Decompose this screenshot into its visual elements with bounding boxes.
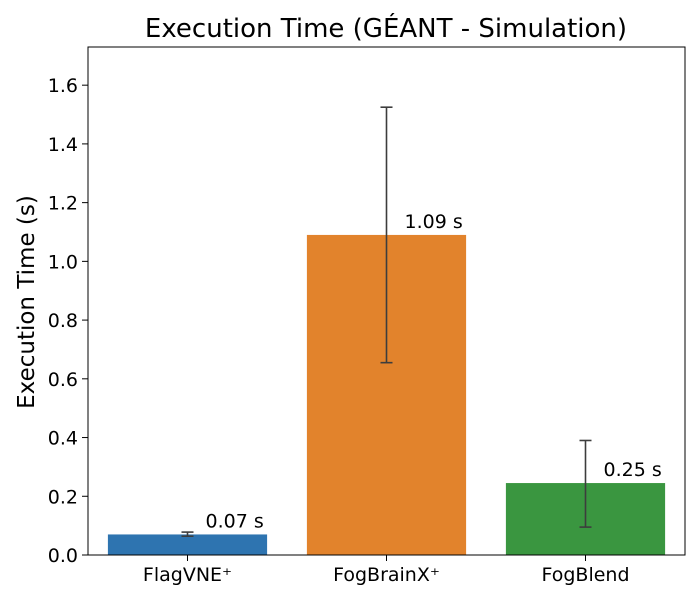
y-tick-label-8: 1.6 (48, 75, 78, 97)
y-tick-label-5: 1.0 (48, 251, 78, 273)
data-label-0: 0.07 s (206, 510, 264, 532)
y-tick-label-1: 0.2 (48, 486, 78, 508)
data-label-2: 0.25 s (604, 459, 662, 481)
y-tick-label-4: 0.8 (48, 310, 78, 332)
y-tick-label-6: 1.2 (48, 193, 78, 215)
data-label-1: 1.09 s (405, 211, 463, 233)
y-tick-label-7: 1.4 (48, 134, 78, 156)
x-tick-label-0: FlagVNE⁺ (143, 564, 232, 586)
y-tick-label-3: 0.6 (48, 369, 78, 391)
plot-frame (87, 46, 686, 556)
y-axis-label: Execution Time (s) (14, 195, 40, 409)
bar-0 (107, 534, 268, 555)
plot-area: 0.07 s FlagVNE⁺ 1.09 s FogBrainX⁺ 0.25 s FogB… (48, 46, 686, 586)
chart-title: Execution Time (GÉANT - Simulation) (145, 12, 627, 44)
x-tick-label-2: FogBlend (541, 564, 629, 586)
x-tick-label-1: FogBrainX⁺ (333, 564, 440, 586)
y-tick-label-2: 0.4 (48, 428, 78, 450)
y-tick-label-0: 0.0 (48, 545, 78, 567)
